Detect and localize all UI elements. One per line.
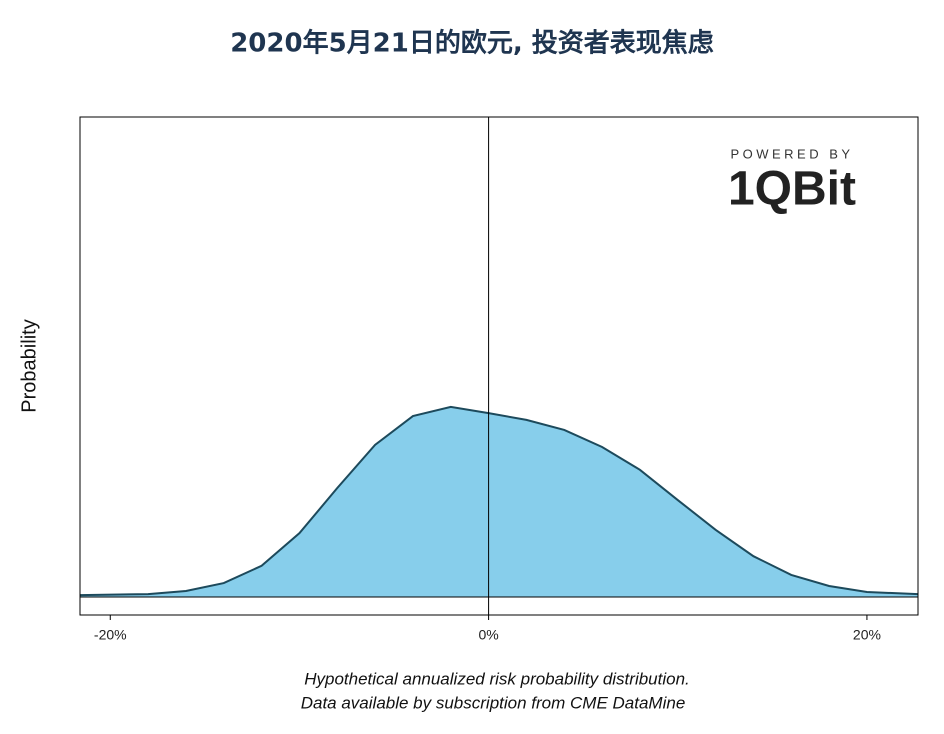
footnote: Hypothetical annualized risk probability… xyxy=(304,669,690,688)
y-axis-label: Probability xyxy=(18,319,40,412)
plot-frame xyxy=(79,116,919,616)
chart-title: 2020年5月21日的欧元, 投资者表现焦虑 xyxy=(230,28,714,59)
logo-name: 1QBit xyxy=(728,163,856,216)
area xyxy=(80,406,918,597)
x-tick-label: -20% xyxy=(94,627,127,643)
logo-caption: POWERED BY xyxy=(730,146,853,161)
x-tick-label: 20% xyxy=(853,627,881,643)
area-outline xyxy=(79,405,919,597)
footnote: Data available by subscription from CME … xyxy=(301,693,686,712)
x-tick-label: 0% xyxy=(478,627,498,643)
